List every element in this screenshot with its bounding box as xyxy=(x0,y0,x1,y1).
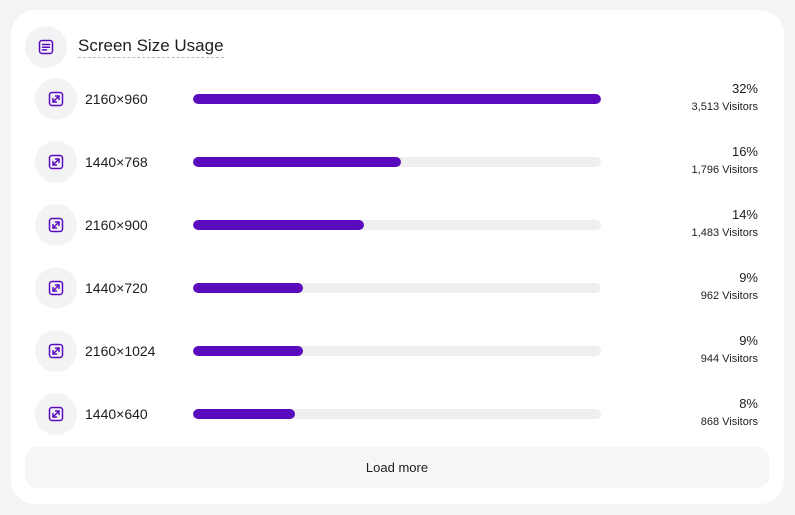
usage-bar xyxy=(193,157,601,167)
usage-percent: 32% xyxy=(731,81,758,96)
usage-bar-fill xyxy=(193,346,304,356)
row-stats: 8% 868 Visitors xyxy=(701,396,758,430)
expand-arrows-icon xyxy=(35,204,77,246)
visitor-count: 962 Visitors xyxy=(700,290,758,302)
resolution-label: 1440×768 xyxy=(85,154,148,170)
usage-bar xyxy=(193,283,601,293)
usage-bar-fill xyxy=(193,220,365,230)
resolution-label: 1440×720 xyxy=(85,280,148,296)
expand-arrows-icon xyxy=(35,267,77,309)
load-more-button[interactable]: Load more xyxy=(25,447,769,488)
document-lines-icon xyxy=(25,26,67,68)
row-stats: 16% 1,796 Visitors xyxy=(692,144,758,178)
resolution-label: 1440×640 xyxy=(85,406,148,422)
resolution-label: 2160×960 xyxy=(85,91,148,107)
row-stats: 9% 962 Visitors xyxy=(701,270,758,304)
usage-bar xyxy=(193,409,601,419)
expand-arrows-icon xyxy=(35,141,77,183)
list-item: 2160×1024 9% 944 Visitors xyxy=(11,330,784,393)
usage-bar-fill xyxy=(193,157,402,167)
visitor-count: 1,796 Visitors xyxy=(691,164,758,176)
usage-percent: 8% xyxy=(739,396,758,411)
usage-bar xyxy=(193,94,601,104)
card-title[interactable]: Screen Size Usage xyxy=(78,36,224,58)
usage-bar-fill xyxy=(193,94,601,104)
resolution-label: 2160×900 xyxy=(85,217,148,233)
list-item: 1440×640 8% 868 Visitors xyxy=(11,393,784,456)
usage-bar xyxy=(193,346,601,356)
row-stats: 14% 1,483 Visitors xyxy=(692,207,758,241)
usage-percent: 16% xyxy=(731,144,758,159)
row-stats: 32% 3,513 Visitors xyxy=(692,81,758,115)
screen-size-list: 2160×960 32% 3,513 Visitors 1440×768 xyxy=(11,78,784,456)
usage-percent: 9% xyxy=(739,270,758,285)
usage-bar-fill xyxy=(193,283,304,293)
visitor-count: 3,513 Visitors xyxy=(691,101,758,113)
expand-arrows-icon xyxy=(35,78,77,120)
usage-bar-fill xyxy=(193,409,295,419)
list-item: 1440×720 9% 962 Visitors xyxy=(11,267,784,330)
list-item: 1440×768 16% 1,796 Visitors xyxy=(11,141,784,204)
expand-arrows-icon xyxy=(35,330,77,372)
screen-size-card: Screen Size Usage 2160×960 32% 3,513 Vis… xyxy=(11,10,784,504)
list-item: 2160×900 14% 1,483 Visitors xyxy=(11,204,784,267)
card-header: Screen Size Usage xyxy=(25,26,224,68)
usage-percent: 14% xyxy=(731,207,758,222)
visitor-count: 1,483 Visitors xyxy=(691,227,758,239)
usage-percent: 9% xyxy=(739,333,758,348)
resolution-label: 2160×1024 xyxy=(85,343,156,359)
visitor-count: 868 Visitors xyxy=(700,416,758,428)
usage-bar xyxy=(193,220,601,230)
row-stats: 9% 944 Visitors xyxy=(701,333,758,367)
visitor-count: 944 Visitors xyxy=(700,353,758,365)
expand-arrows-icon xyxy=(35,393,77,435)
list-item: 2160×960 32% 3,513 Visitors xyxy=(11,78,784,141)
